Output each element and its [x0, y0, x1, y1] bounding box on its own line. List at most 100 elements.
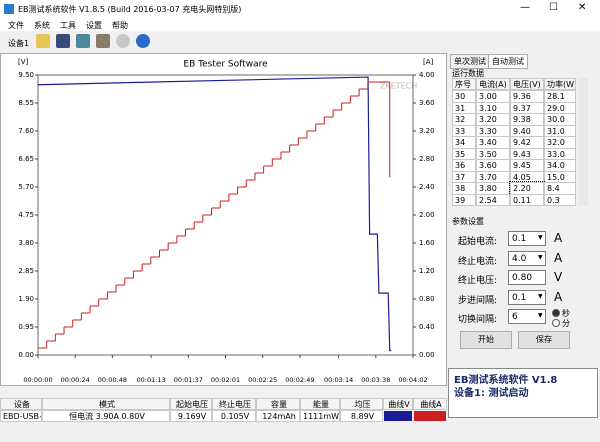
button[interactable]: 保存 — [518, 331, 570, 349]
y2-tick-label: 2.40 — [419, 183, 435, 191]
dropdown-arrow[interactable]: ▼ — [538, 234, 543, 241]
field-input[interactable]: 0.1 — [508, 289, 546, 305]
curve-color — [384, 411, 412, 421]
table-cell: EBD-USB+ — [0, 410, 42, 422]
x-tick-label: 00:03:14 — [324, 376, 353, 384]
column-header: 容量 — [256, 398, 300, 410]
table-cell: 3.70 — [476, 170, 510, 183]
radio[interactable] — [552, 319, 560, 327]
field-input[interactable]: 0.80 — [508, 270, 546, 285]
table-cell: 恒电流 3.90A 0.80V — [42, 410, 170, 422]
column-header: 序号 — [452, 78, 476, 90]
curve-color — [414, 411, 446, 421]
y2-tick-label: 3.20 — [419, 127, 435, 135]
column-header: 终止电压 — [212, 398, 256, 410]
device-selector[interactable]: 设备1 — [8, 39, 30, 48]
close-button[interactable]: ✕ — [578, 2, 587, 13]
maximize-button[interactable]: ☐ — [549, 2, 558, 13]
button[interactable]: 开始 — [460, 331, 512, 349]
x-tick-label: 00:01:37 — [174, 376, 203, 384]
dropdown-arrow[interactable]: ▼ — [538, 292, 543, 300]
window-title: EB测试系统软件 V1.8.5 (Build 2016-03-07 充电头网特别… — [18, 5, 242, 14]
y-tick-label: 0.95 — [18, 323, 34, 331]
tab[interactable]: 自动测试 — [488, 54, 528, 69]
open-icon[interactable] — [36, 34, 50, 48]
field-label: 切换间隔: — [458, 315, 498, 325]
radio[interactable] — [552, 309, 560, 317]
group-title: 参数设置 — [452, 217, 484, 226]
column-header: 电流(A) — [476, 78, 510, 90]
y-tick-label: 0.00 — [18, 351, 34, 359]
zoom-icon[interactable] — [116, 34, 130, 48]
table-cell: 39 — [452, 193, 476, 206]
y2-tick-label: 3.60 — [419, 99, 435, 107]
scrollbar — [578, 78, 588, 206]
column-header: 模式 — [42, 398, 170, 410]
field-unit: A — [554, 289, 563, 304]
field-label: 终止电压: — [458, 276, 498, 286]
field-unit: A — [554, 231, 563, 245]
column-header: 电压(V) — [510, 78, 544, 90]
x-tick-label: 00:02:01 — [211, 376, 240, 384]
device-table: 设备 模式 起始电压 终止电压 容量 能量 均压 曲线V 曲线A EBD-USB+ 恒电流 3.90… — [0, 398, 447, 424]
tab[interactable]: 单次测试 — [450, 54, 490, 69]
y2-tick-label: 1.20 — [419, 267, 435, 275]
menu-item[interactable]: 工具 — [60, 21, 76, 30]
info-icon[interactable] — [136, 34, 150, 48]
title-bar — [0, 0, 600, 18]
column-header: 起始电压 — [170, 398, 212, 410]
minimize-button[interactable]: — — [520, 2, 530, 13]
table-cell: 2.54 — [476, 193, 510, 206]
y2-tick-label: 0.40 — [419, 323, 435, 331]
radio-label: 秒 — [562, 309, 570, 318]
field-label: 步进间隔: — [458, 295, 498, 306]
y2-tick-label: 1.60 — [419, 239, 435, 247]
toolbar — [0, 31, 600, 52]
y-tick-label: 8.55 — [18, 99, 34, 107]
y-tick-label: 7.60 — [18, 127, 34, 135]
app-icon — [4, 4, 14, 14]
y2-tick-label: 2.80 — [419, 155, 435, 163]
x-tick-label: 00:02:49 — [285, 376, 314, 384]
table-cell: 0.3 — [544, 193, 576, 206]
field-label: 起始电流: — [458, 237, 498, 247]
field-input[interactable]: 0.1 — [508, 231, 546, 246]
column-header: 均压 — [340, 398, 383, 410]
field-input[interactable]: 4.0 — [508, 250, 546, 266]
dropdown-arrow[interactable]: ▼ — [538, 253, 543, 261]
table-cell: 124mAh — [256, 410, 300, 422]
chart-title: EB Tester Software — [183, 60, 268, 70]
plot-frame — [37, 74, 414, 356]
y2-tick-label: 2.00 — [419, 211, 435, 219]
menu-item[interactable]: 系统 — [34, 21, 50, 30]
y2-tick-label: 0.00 — [419, 351, 435, 359]
image-icon[interactable] — [76, 34, 90, 48]
y-tick-label: 5.70 — [18, 183, 34, 191]
x-tick-label: 00:00:00 — [23, 376, 52, 384]
table-cell: 8.89V — [340, 410, 383, 422]
field-input[interactable]: 6 — [508, 309, 546, 324]
tools-icon[interactable] — [96, 34, 110, 48]
status-line: 设备1: 测试启动 — [454, 388, 529, 399]
y2-axis-label: [A] — [423, 58, 434, 66]
status-box — [448, 368, 598, 418]
y-axis-label: [V] — [18, 58, 29, 66]
menu-item[interactable]: 帮助 — [112, 21, 128, 30]
save-icon[interactable] — [56, 34, 70, 48]
x-tick-label: 00:02:25 — [248, 376, 277, 384]
column-header: 能量 — [300, 398, 340, 410]
y-tick-label: 3.80 — [18, 239, 34, 247]
series-line — [37, 76, 392, 352]
table-cell: 1111mWh — [300, 410, 340, 422]
menu-item[interactable]: 设置 — [86, 21, 102, 30]
y2-tick-label: 0.80 — [419, 295, 435, 303]
field-unit: A — [554, 250, 563, 265]
menu-item[interactable]: 文件 — [8, 21, 24, 30]
table-cell: 0.105V — [212, 410, 256, 422]
column-header: 设备 — [0, 398, 42, 410]
field-unit: V — [554, 270, 563, 284]
field-label: 终止电流: — [458, 256, 498, 267]
dropdown-arrow[interactable]: ▼ — [538, 312, 543, 319]
